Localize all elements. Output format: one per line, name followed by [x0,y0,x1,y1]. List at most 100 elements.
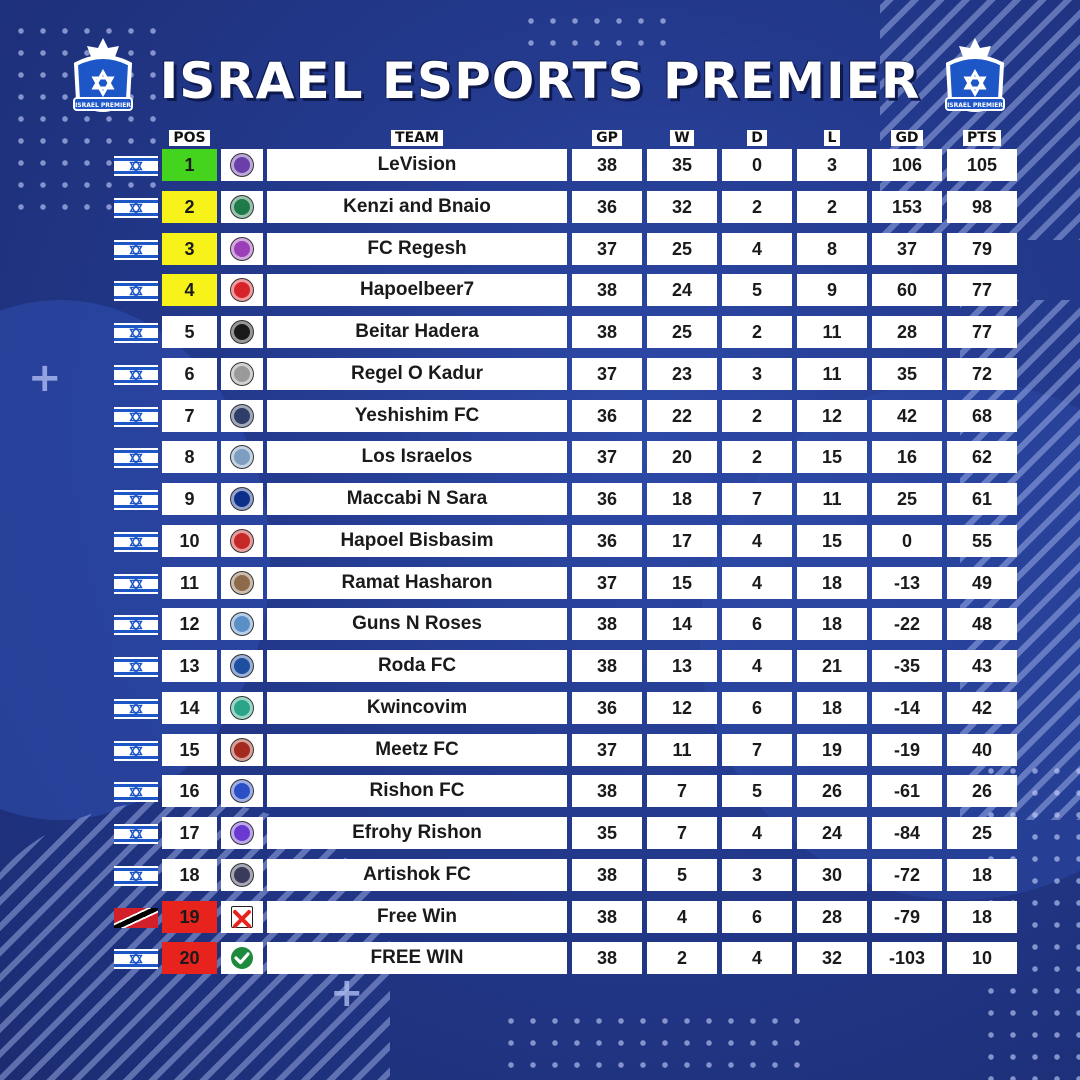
losses-cell: 8 [797,232,867,265]
israel-flag-icon [114,657,158,677]
goal-difference-cell: -13 [872,566,942,599]
table-row: 6 Regel O Kadur 37 23 3 11 35 72 [0,357,1080,390]
position-cell: 2 [162,190,217,223]
table-row: 2 Kenzi and Bnaio 36 32 2 2 153 98 [0,190,1080,223]
team-name-cell: Ramat Hasharon [267,566,567,599]
points-cell: 72 [947,357,1017,390]
header-team: TEAM [267,130,567,148]
team-crest-cell [221,399,263,432]
team-name-cell: Beitar Hadera [267,316,567,348]
position-cell: 9 [162,483,217,515]
team-name-cell: Maccabi N Sara [267,483,567,515]
team-crest-cell [221,357,263,390]
points-cell: 43 [947,650,1017,682]
draws-cell: 0 [722,149,792,181]
games-played-cell: 38 [572,316,642,348]
team-crest-icon [231,529,253,552]
games-played-cell: 36 [572,691,642,724]
position-cell: 12 [162,608,217,641]
games-played-cell: 38 [572,149,642,181]
team-crest-cell [221,441,263,474]
israel-flag-icon [114,615,158,636]
plus-decoration: + [28,355,62,401]
points-cell: 49 [947,566,1017,599]
team-crest-cell [221,232,263,265]
goal-difference-cell: -72 [872,858,942,891]
losses-cell: 28 [797,900,867,933]
israel-flag-icon [114,865,158,886]
goal-difference-cell: -14 [872,691,942,724]
header-pos: POS [162,130,217,148]
losses-cell: 11 [797,357,867,390]
games-played-cell: 38 [572,900,642,933]
team-name-cell: Kwincovim [267,691,567,724]
goal-difference-cell: 0 [872,524,942,557]
losses-cell: 19 [797,733,867,766]
team-crest-cell [221,775,263,808]
background-dots [10,20,160,210]
wins-cell: 11 [647,733,717,766]
position-cell: 13 [162,650,217,682]
team-crest-cell [221,566,263,599]
team-name-cell: Guns N Roses [267,608,567,641]
header-pts: PTS [947,130,1017,148]
league-logo-left-icon: ISRAEL PREMIER [73,38,133,112]
points-cell: 40 [947,733,1017,766]
draws-cell: 4 [722,650,792,682]
team-crest-cell [221,733,263,766]
team-name-cell: Roda FC [267,650,567,682]
losses-cell: 15 [797,524,867,557]
wins-cell: 18 [647,483,717,515]
goal-difference-cell: 60 [872,274,942,307]
draws-cell: 2 [722,441,792,474]
points-cell: 77 [947,316,1017,348]
draws-cell: 7 [722,733,792,766]
team-crest-icon [231,237,253,260]
draws-cell: 3 [722,357,792,390]
team-name-cell: Regel O Kadur [267,357,567,390]
israel-flag-icon [114,949,158,970]
draws-cell: 3 [722,858,792,891]
games-played-cell: 37 [572,357,642,390]
israel-flag-icon [114,782,158,803]
position-cell: 18 [162,858,217,891]
table-row: 4 Hapoelbeer7 38 24 5 9 60 77 [0,274,1080,307]
team-name-cell: Hapoel Bisbasim [267,524,567,557]
team-name-cell: Hapoelbeer7 [267,274,567,307]
team-crest-icon [231,488,253,510]
team-crest-icon [231,696,253,719]
losses-cell: 9 [797,274,867,307]
draws-cell: 2 [722,316,792,348]
team-crest-cell [221,608,263,641]
points-cell: 48 [947,608,1017,641]
position-cell: 7 [162,399,217,432]
team-crest-icon [231,863,253,886]
goal-difference-cell: -35 [872,650,942,682]
draws-cell: 7 [722,483,792,515]
position-cell: 6 [162,357,217,390]
team-crest-icon [231,195,253,218]
games-played-cell: 38 [572,650,642,682]
draws-cell: 6 [722,608,792,641]
table-row: 12 Guns N Roses 38 14 6 18 -22 48 [0,608,1080,641]
draws-cell: 4 [722,566,792,599]
goal-difference-cell: -61 [872,775,942,808]
losses-cell: 11 [797,316,867,348]
points-cell: 98 [947,190,1017,223]
points-cell: 18 [947,900,1017,933]
goal-difference-cell: -19 [872,733,942,766]
background-dots [520,10,680,50]
wins-cell: 7 [647,817,717,849]
draws-cell: 6 [722,691,792,724]
table-row: 9 Maccabi N Sara 36 18 7 11 25 61 [0,483,1080,515]
team-name-cell: FC Regesh [267,232,567,265]
wins-cell: 14 [647,608,717,641]
position-cell: 3 [162,232,217,265]
points-cell: 25 [947,817,1017,849]
page-title: ISRAEL ESPORTS PREMIER [159,52,921,110]
games-played-cell: 36 [572,524,642,557]
wins-cell: 13 [647,650,717,682]
x-mark-icon [231,905,253,928]
israel-flag-icon [114,490,158,510]
